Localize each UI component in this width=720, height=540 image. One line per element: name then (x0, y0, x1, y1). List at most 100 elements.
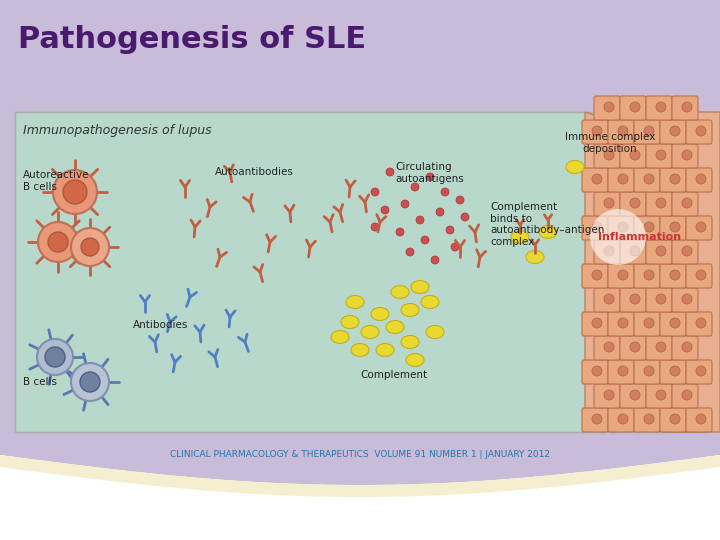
Circle shape (696, 222, 706, 232)
Circle shape (618, 414, 628, 424)
FancyBboxPatch shape (660, 216, 686, 240)
Circle shape (630, 390, 640, 400)
FancyBboxPatch shape (672, 144, 698, 168)
FancyBboxPatch shape (686, 264, 712, 288)
FancyBboxPatch shape (672, 384, 698, 408)
Circle shape (644, 318, 654, 328)
Ellipse shape (391, 286, 409, 299)
FancyBboxPatch shape (582, 264, 608, 288)
Circle shape (386, 168, 394, 176)
FancyBboxPatch shape (582, 168, 608, 192)
FancyBboxPatch shape (582, 360, 608, 384)
Circle shape (682, 198, 692, 208)
Circle shape (604, 390, 614, 400)
FancyBboxPatch shape (620, 144, 646, 168)
FancyBboxPatch shape (620, 192, 646, 216)
FancyBboxPatch shape (620, 96, 646, 120)
Circle shape (604, 150, 614, 160)
Circle shape (604, 198, 614, 208)
FancyBboxPatch shape (608, 360, 634, 384)
Text: Autoantibodies: Autoantibodies (215, 167, 294, 177)
Circle shape (592, 126, 602, 136)
FancyBboxPatch shape (646, 336, 672, 360)
Circle shape (670, 318, 680, 328)
FancyBboxPatch shape (686, 120, 712, 144)
Text: Inflammation: Inflammation (598, 232, 682, 242)
FancyBboxPatch shape (646, 96, 672, 120)
Ellipse shape (406, 354, 424, 367)
Circle shape (696, 126, 706, 136)
FancyBboxPatch shape (646, 192, 672, 216)
Circle shape (670, 414, 680, 424)
Text: Antibodies: Antibodies (133, 320, 189, 330)
Circle shape (53, 170, 97, 214)
FancyBboxPatch shape (582, 408, 608, 432)
Circle shape (371, 188, 379, 196)
Circle shape (656, 390, 666, 400)
Circle shape (45, 347, 65, 367)
Circle shape (644, 174, 654, 184)
Circle shape (461, 213, 469, 221)
Circle shape (371, 223, 379, 231)
FancyBboxPatch shape (608, 120, 634, 144)
FancyBboxPatch shape (672, 336, 698, 360)
FancyBboxPatch shape (582, 120, 608, 144)
Text: Complement
binds to
autoantibody–antigen
complex: Complement binds to autoantibody–antigen… (490, 202, 604, 247)
Circle shape (682, 294, 692, 304)
FancyBboxPatch shape (634, 216, 660, 240)
Ellipse shape (566, 160, 584, 173)
Circle shape (446, 226, 454, 234)
FancyBboxPatch shape (594, 192, 620, 216)
FancyBboxPatch shape (634, 120, 660, 144)
Ellipse shape (361, 326, 379, 339)
Circle shape (630, 294, 640, 304)
Circle shape (656, 102, 666, 112)
Circle shape (670, 366, 680, 376)
FancyBboxPatch shape (686, 168, 712, 192)
Ellipse shape (426, 326, 444, 339)
FancyBboxPatch shape (15, 112, 705, 432)
Circle shape (411, 183, 419, 191)
Ellipse shape (371, 307, 389, 321)
Circle shape (592, 270, 602, 280)
Circle shape (644, 414, 654, 424)
Circle shape (696, 318, 706, 328)
FancyBboxPatch shape (660, 360, 686, 384)
Polygon shape (585, 112, 720, 432)
Ellipse shape (401, 303, 419, 316)
Circle shape (604, 342, 614, 352)
Ellipse shape (526, 251, 544, 264)
Circle shape (644, 222, 654, 232)
FancyBboxPatch shape (634, 312, 660, 336)
Circle shape (426, 173, 434, 181)
FancyBboxPatch shape (608, 408, 634, 432)
FancyBboxPatch shape (620, 336, 646, 360)
Circle shape (431, 256, 439, 264)
Circle shape (670, 126, 680, 136)
FancyBboxPatch shape (634, 360, 660, 384)
Text: CLINICAL PHARMACOLOGY & THERAPEUTICS  VOLUME 91 NUMBER 1 | JANUARY 2012: CLINICAL PHARMACOLOGY & THERAPEUTICS VOL… (170, 450, 550, 459)
Circle shape (48, 232, 68, 252)
FancyBboxPatch shape (660, 168, 686, 192)
FancyBboxPatch shape (660, 264, 686, 288)
FancyBboxPatch shape (660, 312, 686, 336)
Circle shape (604, 246, 614, 256)
FancyBboxPatch shape (620, 384, 646, 408)
FancyBboxPatch shape (672, 96, 698, 120)
FancyBboxPatch shape (608, 216, 634, 240)
Circle shape (630, 198, 640, 208)
Ellipse shape (341, 315, 359, 328)
FancyBboxPatch shape (660, 408, 686, 432)
Circle shape (436, 208, 444, 216)
Circle shape (592, 318, 602, 328)
Circle shape (696, 174, 706, 184)
Ellipse shape (539, 226, 557, 239)
Circle shape (656, 342, 666, 352)
FancyBboxPatch shape (582, 312, 608, 336)
Circle shape (618, 174, 628, 184)
Circle shape (696, 414, 706, 424)
Circle shape (396, 228, 404, 236)
Circle shape (682, 390, 692, 400)
FancyBboxPatch shape (660, 120, 686, 144)
FancyBboxPatch shape (608, 312, 634, 336)
